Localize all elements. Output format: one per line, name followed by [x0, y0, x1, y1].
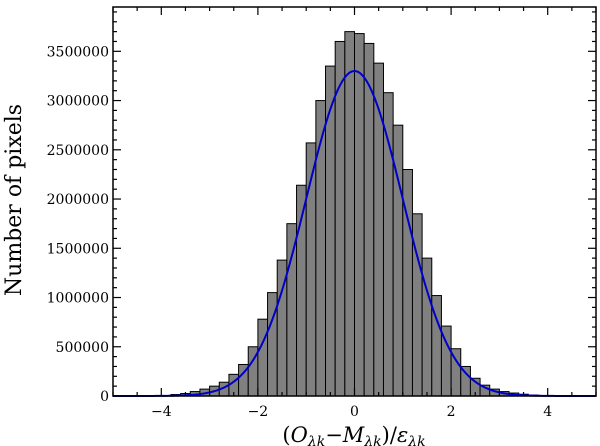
x-tick-label: −4 — [151, 404, 172, 420]
y-tick-label: 1500000 — [47, 241, 109, 257]
axis-ticks — [112, 7, 597, 397]
y-tick-label: 2500000 — [47, 143, 109, 159]
y-tick-label: 500000 — [56, 340, 109, 356]
x-axis-label: (Oλk−Mλk)/ελk — [282, 423, 425, 446]
gaussian-fit-curve — [113, 70, 596, 397]
y-tick-label: 3000000 — [47, 94, 109, 110]
histogram-bar — [257, 318, 269, 397]
histogram-bar — [363, 42, 375, 397]
histogram-bar — [373, 62, 384, 397]
x-label-sub-1: λk — [307, 434, 325, 446]
x-label-e: ε — [397, 423, 408, 446]
y-tick-label: 0 — [100, 389, 109, 405]
y-tick-label: 2000000 — [47, 192, 109, 208]
x-label-m: M — [342, 423, 365, 446]
x-tick-label: 2 — [447, 404, 456, 420]
histogram-bar — [286, 223, 298, 397]
x-label-sub-3: λk — [407, 434, 425, 446]
y-axis-label: Number of pixels — [2, 104, 27, 296]
histogram-bar — [354, 33, 365, 397]
x-label-open: ( — [282, 423, 290, 446]
x-label-o: O — [291, 423, 308, 446]
x-tick-label: −2 — [248, 404, 269, 420]
x-tick-label: 0 — [350, 404, 359, 420]
histogram-bar — [460, 365, 471, 397]
y-tick-label: 1000000 — [47, 291, 109, 307]
x-label-sub-2: λk — [363, 434, 381, 446]
x-label-minus: − — [325, 423, 343, 446]
y-tick-label: 3500000 — [47, 44, 109, 60]
x-label-close: )/ — [382, 423, 398, 446]
histogram-bar — [344, 31, 355, 397]
histogram-bar — [325, 65, 336, 397]
histogram-bars — [160, 31, 549, 397]
tick-labels: −4 −2 0 2 4 0 500000 1000000 1500000 2000000 25000… — [47, 44, 553, 420]
x-tick-label: 4 — [543, 404, 552, 420]
